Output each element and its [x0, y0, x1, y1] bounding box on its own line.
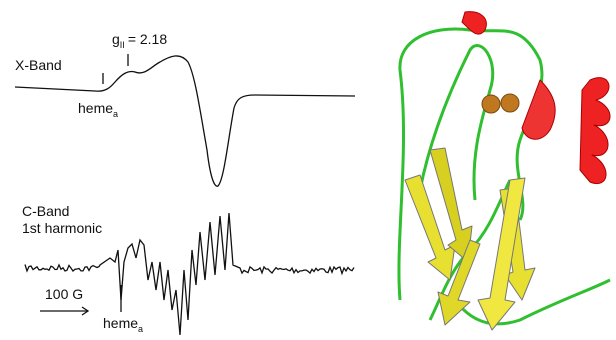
copper-atom — [501, 94, 519, 112]
scale-label: 100 G — [45, 286, 83, 302]
heme-label: hemea — [78, 100, 118, 119]
c-band-harmonic: 1st harmonic — [22, 220, 102, 236]
loop — [420, 46, 493, 200]
g-subscript: II — [120, 40, 125, 50]
copper-atom — [482, 95, 500, 113]
heme-text: heme — [78, 100, 113, 116]
g-value: = 2.18 — [128, 31, 168, 47]
figure: X-Band gII= 2.18 hemea C-Band 1st harmon… — [0, 0, 616, 340]
helix — [580, 78, 610, 184]
heme-text: heme — [103, 315, 138, 331]
g-label: gII= 2.18 — [112, 31, 167, 50]
c-band-label: C-Band — [22, 203, 69, 219]
protein-structure — [399, 12, 610, 330]
loop — [455, 280, 610, 324]
g-symbol: g — [112, 31, 120, 47]
heme-subscript: a — [113, 109, 118, 119]
heme-label: hemea — [103, 315, 143, 334]
x-band-spectrum — [15, 56, 355, 186]
x-band-label: X-Band — [15, 57, 62, 73]
helix — [522, 80, 555, 139]
heme-subscript: a — [138, 324, 143, 334]
